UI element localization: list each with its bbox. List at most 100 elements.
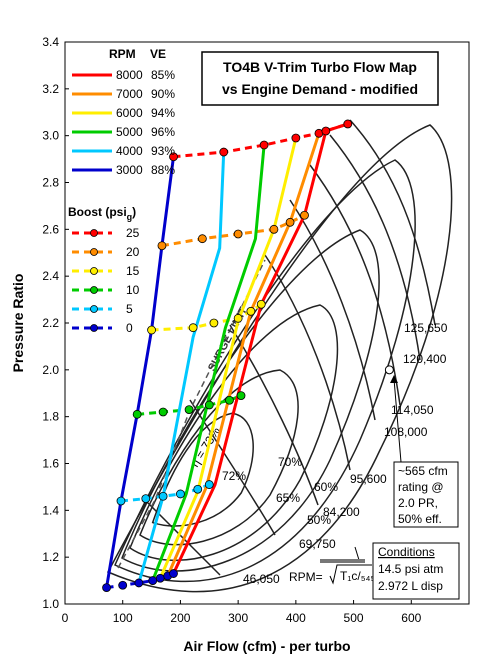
speed-line-69750 [189,399,276,536]
legend-ve-6000: 94% [151,106,175,120]
legend-boost-25: 25 [126,226,140,240]
legend-marker-boost-25 [90,229,98,237]
rpm-formula-fraction: T₁c/₅₄₅ [340,569,375,583]
conditions-line-2: 2.972 L disp [378,579,443,593]
x-tick-label-1: 100 [113,611,133,625]
legend-ve-7000: 90% [151,87,175,101]
rating-note-arrow [393,378,402,463]
y-tick-label-11: 3.2 [42,82,59,96]
speed-line-95600 [264,254,351,471]
speed-line-125650 [349,119,436,326]
y-tick-label-1: 1.2 [42,550,59,564]
y-tick-label-8: 2.6 [42,222,59,236]
efficiency-island-73 [151,412,254,527]
boost-legend-title-sub: g [127,212,133,222]
efficiency-label-3: 65% [276,491,300,505]
rating-note-line-3: 50% eff. [398,512,442,526]
boost-5-point-0 [116,496,126,506]
boost-10-point-3 [204,400,214,410]
boost-10-point-1 [158,407,168,417]
conditions-box: Conditions 14.5 psi atm 2.972 L disp [372,542,460,600]
legend-rpm-8000: 8000 [116,68,143,82]
x-tick-label-0: 0 [62,611,69,625]
chart-title-line-1: TO4B V-Trim Turbo Flow Map [223,59,417,75]
legend-rpm-6000: 6000 [116,106,143,120]
boost-0-point-4 [155,573,165,583]
boost-0-point-3 [148,576,158,585]
boost-line-15psi [151,303,263,332]
speed-label-6: 69,750 [299,537,336,551]
y-tick-label-9: 2.8 [42,176,59,190]
boost-10-point-5 [236,391,246,400]
legend: RPM VE Boost (psig) 8000 85% 7000 90% 6000 94… [68,47,175,335]
speed-line-46050 [144,499,221,576]
speed-label-2: 114,050 [391,403,434,417]
speed-label-7: 46,050 [243,572,280,586]
legend-boost-5: 5 [126,302,133,316]
rpm-line-5000 [151,144,266,582]
boost-20-point-0 [157,241,167,251]
boost-15-point-2 [209,318,219,328]
series-layer [102,119,353,593]
boost-5-point-4 [193,484,203,494]
rating-note-line-1: rating @ [398,480,444,494]
y-tick-label-2: 1.4 [42,503,59,517]
boost-0-point-0 [102,583,111,593]
boost-20-point-5 [300,210,309,220]
boost-legend-title: Boost (psig) [68,205,136,222]
boost-10-point-0 [132,409,142,419]
axis-ticks: 0 100 200 300 400 500 6001.01.21.41.61.82.02.2… [42,35,421,625]
x-tick-label-3: 300 [228,611,248,625]
boost-0-point-6 [169,569,178,578]
boost-line-5psi [120,483,210,503]
boost-25-point-6 [343,119,353,129]
x-tick-label-2: 200 [170,611,190,625]
y-tick-label-12: 3.4 [42,35,59,49]
y-axis-title: Pressure Ratio [10,274,26,373]
rating-annotation: ~565 cfm rating @ 2.0 PR, 50% eff. [390,375,459,528]
boost-15-point-5 [256,299,266,309]
speed-label-1: 120,400 [403,352,447,366]
speed-label-0: 125,650 [404,321,448,335]
boost-25-point-0 [169,152,178,162]
y-tick-label-3: 1.6 [42,457,59,471]
legend-boost-20: 20 [126,245,140,259]
boost-15-point-1 [188,323,198,333]
boost-15-point-3 [233,313,243,323]
rpm-formula-label: RPM= [289,570,323,584]
speed-line-114050 [309,164,401,406]
boost-0-point-2 [134,578,144,588]
rpm-line-4000 [137,151,226,584]
efficiency-island-72 [139,369,299,546]
boost-25-point-2 [259,140,269,150]
boost-25-point-1 [219,147,229,157]
speed-label-4: 95,600 [350,472,387,486]
speed-label-3: 108,000 [384,425,428,439]
x-tick-label-6: 600 [401,611,421,625]
rating-note-line-0: ~565 cfm [398,464,448,478]
efficiency-label-4: 60% [314,480,338,494]
legend-rpm-4000: 4000 [116,144,143,158]
y-tick-label-10: 3.0 [42,129,59,143]
legend-ve-header: VE [150,47,166,61]
boost-5-point-5 [204,480,214,489]
x-tick-label-4: 400 [286,611,306,625]
speed-line-120400 [329,134,421,361]
chart-title-box: TO4B V-Trim Turbo Flow Map vs Engine Dem… [201,51,439,106]
boost-10-point-4 [225,395,234,405]
efficiency-label-2: 70% [278,455,302,469]
rating-note-arrowhead [390,375,398,383]
efficiency-label-1: 72% [222,469,246,483]
y-tick-label-6: 2.2 [42,316,59,330]
legend-rpm-5000: 5000 [116,125,143,139]
rating-point-marker [384,365,394,375]
legend-rpm-3000: 3000 [116,163,143,177]
boost-20-point-2 [233,229,243,239]
conditions-heading: Conditions [378,545,435,559]
rpm-formula-radical [329,564,372,585]
boost-line-10psi [137,394,242,416]
speed-lines [144,119,436,576]
legend-marker-boost-0 [90,324,98,332]
conditions-line-1: 14.5 psi atm [378,562,443,576]
